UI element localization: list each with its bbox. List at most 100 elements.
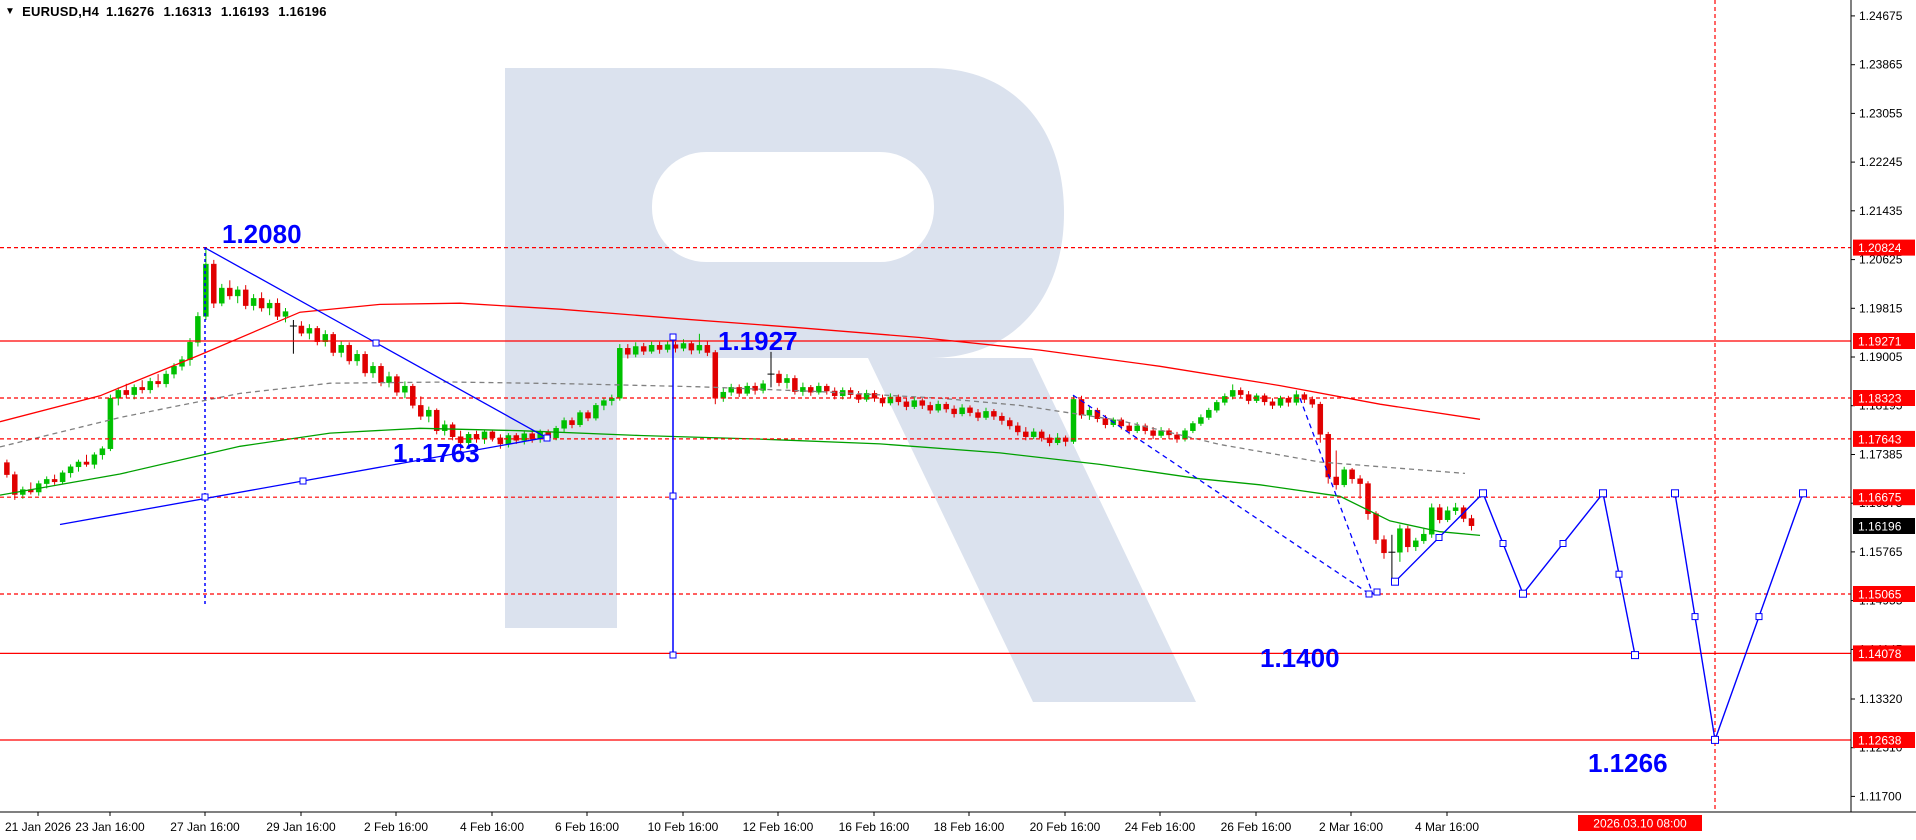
candle-body bbox=[258, 298, 265, 309]
price-level-label-text: 1.18323 bbox=[1858, 392, 1902, 406]
candle bbox=[1206, 407, 1212, 420]
candle-body bbox=[1150, 430, 1156, 436]
candle bbox=[625, 344, 631, 359]
price-level-label-text: 1.17643 bbox=[1858, 432, 1902, 446]
candle-body bbox=[1126, 425, 1132, 431]
candle-body bbox=[967, 407, 973, 413]
candle bbox=[1333, 450, 1339, 490]
price-level-label-box bbox=[1853, 489, 1915, 506]
object-handle[interactable] bbox=[669, 333, 677, 341]
object-handle[interactable] bbox=[669, 651, 677, 659]
candle bbox=[648, 341, 655, 354]
candle bbox=[895, 394, 902, 406]
object-handle[interactable] bbox=[1479, 489, 1487, 498]
candle bbox=[28, 482, 34, 495]
object-handle[interactable] bbox=[669, 492, 677, 500]
candle-body bbox=[1444, 510, 1451, 520]
candle-body bbox=[1285, 397, 1292, 403]
object-handle[interactable] bbox=[1671, 489, 1679, 498]
object-handle[interactable] bbox=[1519, 589, 1527, 598]
candle-body bbox=[983, 411, 989, 418]
candle bbox=[211, 259, 217, 308]
object-handle[interactable] bbox=[1373, 588, 1381, 596]
candle bbox=[426, 406, 432, 423]
object-handle[interactable] bbox=[372, 339, 380, 347]
candle-body bbox=[274, 302, 281, 317]
price-level-label-text: 1.19271 bbox=[1858, 335, 1902, 349]
candle-body bbox=[91, 454, 98, 465]
object-handle[interactable] bbox=[1365, 590, 1373, 598]
candle bbox=[1325, 431, 1331, 484]
price-level-label-box bbox=[1853, 732, 1915, 748]
candle bbox=[83, 454, 90, 467]
object-handle[interactable] bbox=[201, 493, 209, 501]
candle bbox=[1070, 395, 1077, 444]
candle-body bbox=[1301, 394, 1308, 400]
object-handle[interactable] bbox=[1711, 735, 1719, 744]
price-annotation[interactable]: 1.2080 bbox=[222, 219, 302, 249]
candle-body bbox=[457, 436, 464, 443]
x-tick-label: 18 Feb 16:00 bbox=[934, 820, 1005, 834]
candle-body bbox=[632, 346, 639, 355]
price-annotation[interactable]: 1.1266 bbox=[1588, 748, 1668, 778]
candle-body bbox=[1436, 507, 1443, 520]
object-handle[interactable] bbox=[299, 477, 307, 485]
object-handle[interactable] bbox=[1615, 570, 1623, 578]
candle-body bbox=[1229, 390, 1236, 397]
symbol-dropdown-icon[interactable]: ▼ bbox=[5, 6, 16, 17]
object-handle[interactable] bbox=[1631, 651, 1639, 660]
candle-body bbox=[1373, 513, 1379, 540]
object-handle[interactable] bbox=[1599, 489, 1607, 498]
price-annotation[interactable]: 1.1927 bbox=[718, 326, 798, 356]
object-handle[interactable] bbox=[1799, 489, 1807, 498]
candle-body bbox=[553, 428, 559, 439]
x-tick-label: 27 Jan 16:00 bbox=[170, 820, 240, 834]
object-handle[interactable] bbox=[1499, 540, 1507, 547]
candle bbox=[489, 429, 496, 442]
candle bbox=[760, 380, 766, 394]
price-level-label-box bbox=[1853, 239, 1915, 256]
candle bbox=[824, 383, 830, 395]
candle-doji-bar bbox=[289, 325, 297, 327]
x-tick-label: 12 Feb 16:00 bbox=[743, 820, 814, 834]
candle bbox=[338, 340, 344, 358]
price-annotation[interactable]: 1.1400 bbox=[1260, 643, 1340, 673]
y-tick-label: 1.20625 bbox=[1859, 253, 1903, 267]
trend-line[interactable] bbox=[1299, 397, 1374, 595]
candle-body bbox=[306, 328, 313, 334]
candle bbox=[696, 333, 703, 354]
candle-body bbox=[354, 354, 360, 362]
candle bbox=[967, 405, 973, 417]
object-handle[interactable] bbox=[1435, 534, 1443, 541]
candle-body bbox=[1222, 396, 1228, 403]
candle-body bbox=[784, 378, 790, 383]
candle bbox=[266, 299, 273, 316]
object-handle[interactable] bbox=[1391, 577, 1399, 586]
candle bbox=[863, 389, 870, 402]
object-handle[interactable] bbox=[1559, 540, 1567, 547]
candle-body bbox=[449, 424, 456, 437]
candle-body bbox=[1349, 469, 1355, 480]
candle bbox=[433, 408, 440, 435]
candle bbox=[1452, 502, 1459, 515]
price-annotation[interactable]: 1..1763 bbox=[393, 438, 480, 468]
candle bbox=[736, 384, 742, 397]
candle-body bbox=[1261, 395, 1268, 403]
candle bbox=[1436, 504, 1443, 524]
candle bbox=[927, 401, 933, 414]
candle bbox=[1349, 468, 1355, 484]
candle bbox=[975, 409, 981, 422]
trend-line[interactable] bbox=[1072, 394, 1371, 595]
candle-doji-bar bbox=[1388, 551, 1396, 553]
candle bbox=[935, 400, 941, 413]
object-handle[interactable] bbox=[1755, 613, 1763, 621]
object-handle[interactable] bbox=[1691, 613, 1699, 621]
ma-slow-green bbox=[0, 427, 1481, 537]
candle-body bbox=[346, 345, 352, 362]
object-handle[interactable] bbox=[543, 434, 551, 442]
candle-body bbox=[1206, 409, 1212, 418]
candle bbox=[163, 370, 169, 388]
candle bbox=[410, 383, 416, 409]
candle bbox=[131, 384, 137, 400]
